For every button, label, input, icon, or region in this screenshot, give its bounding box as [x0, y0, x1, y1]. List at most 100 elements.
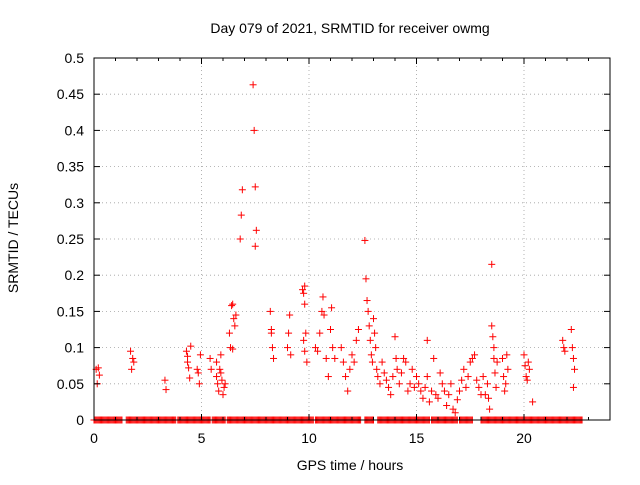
data-point [362, 275, 370, 283]
data-point [415, 380, 423, 388]
data-point [217, 351, 225, 359]
data-points [90, 81, 586, 424]
data-point [319, 293, 327, 301]
data-point [501, 387, 509, 395]
data-point [331, 354, 339, 362]
data-point [491, 369, 499, 377]
data-point [95, 371, 103, 379]
data-point [365, 322, 373, 330]
data-point [301, 282, 309, 290]
data-point [447, 380, 455, 388]
data-point [314, 347, 322, 355]
data-point [270, 354, 278, 362]
data-point [368, 358, 376, 366]
data-point [286, 311, 294, 319]
data-point [129, 354, 137, 362]
data-point [215, 387, 223, 395]
x-tick-label: 10 [301, 430, 317, 446]
data-point [569, 383, 577, 391]
data-point [445, 391, 453, 399]
data-point [318, 307, 326, 315]
data-point [229, 300, 237, 308]
data-point [207, 365, 215, 373]
data-point [371, 329, 379, 337]
data-point [194, 369, 202, 377]
data-point [219, 391, 227, 399]
data-point [521, 362, 529, 370]
y-tick-label: 0 [76, 412, 84, 428]
data-point [284, 344, 291, 352]
data-point [453, 396, 461, 404]
data-point [502, 380, 510, 388]
data-point [408, 365, 416, 373]
data-point [320, 311, 328, 319]
data-point [523, 376, 531, 384]
data-point [221, 380, 229, 388]
data-point [329, 344, 337, 352]
data-point [236, 235, 244, 243]
data-point [479, 373, 487, 381]
data-point [449, 405, 457, 413]
data-point [185, 364, 193, 372]
data-point [569, 354, 577, 362]
data-point [229, 345, 237, 353]
data-point [423, 336, 431, 344]
data-point [499, 354, 506, 362]
data-point [438, 380, 446, 388]
plot-frame [93, 57, 611, 421]
data-point [451, 409, 459, 417]
data-point [267, 326, 275, 333]
y-axis-label: SRMTID / TECUs [5, 183, 21, 293]
axis-ticks: 0 5 10 15 20 0 0.05 0.1 0.15 0.2 0.25 0.3 0.35 0.4 0.4… [57, 50, 611, 446]
data-point [468, 354, 476, 362]
y-tick-label: 0.4 [65, 122, 85, 138]
data-point [464, 373, 472, 381]
data-point [571, 365, 579, 373]
data-point [430, 354, 438, 362]
data-point [483, 380, 491, 388]
data-point [391, 333, 399, 341]
data-point [220, 383, 228, 391]
data-point [250, 126, 258, 134]
data-point [237, 211, 245, 219]
y-tick-label: 0.2 [65, 267, 85, 283]
data-point [301, 347, 309, 355]
data-point [406, 380, 414, 388]
data-point [339, 358, 347, 366]
data-point [400, 354, 408, 362]
y-tick-label: 0.35 [57, 159, 84, 175]
data-point [387, 391, 395, 399]
data-point [475, 383, 483, 391]
data-point [436, 369, 444, 377]
data-point [300, 289, 308, 297]
data-point [218, 376, 226, 384]
data-point [488, 260, 496, 268]
data-point [352, 336, 360, 344]
data-point [374, 373, 382, 381]
x-tick-label: 0 [90, 430, 98, 446]
data-point [127, 347, 135, 355]
data-point [327, 326, 334, 333]
x-tick-label: 5 [198, 430, 206, 446]
data-point [417, 387, 425, 395]
data-point [504, 365, 512, 373]
data-point [428, 387, 436, 395]
y-tick-label: 0.15 [57, 303, 84, 319]
data-point [346, 365, 354, 373]
data-point [367, 351, 375, 359]
data-point [492, 383, 500, 391]
data-point [486, 405, 494, 413]
data-point [228, 302, 236, 310]
data-point [382, 376, 390, 384]
data-point [187, 342, 195, 350]
data-point [466, 358, 474, 366]
data-point [348, 351, 356, 359]
data-point [462, 383, 470, 391]
data-point [285, 329, 293, 337]
data-point [350, 358, 358, 366]
data-point [373, 365, 381, 373]
data-point [161, 376, 169, 384]
data-point [524, 358, 532, 366]
